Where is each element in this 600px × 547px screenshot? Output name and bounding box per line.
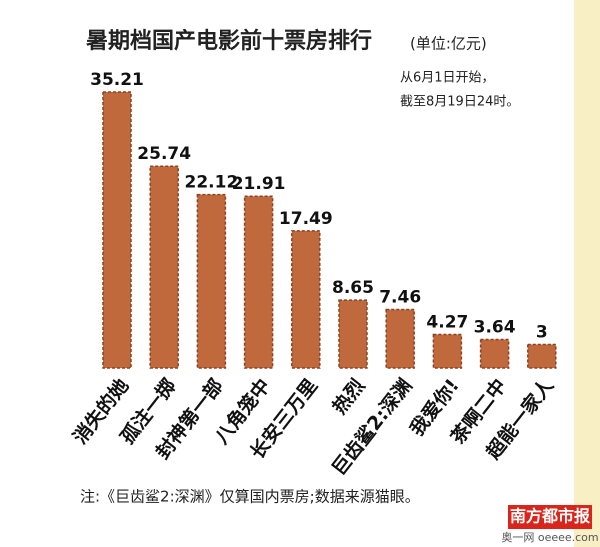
side-strip	[574, 0, 600, 547]
data-label: 22.12	[185, 173, 239, 193]
data-label: 21.91	[232, 174, 286, 194]
bar	[479, 338, 510, 369]
data-label: 25.74	[137, 144, 191, 164]
data-label: 35.21	[90, 70, 144, 90]
data-label: 17.49	[279, 209, 333, 229]
data-label: 4.27	[426, 313, 468, 333]
bar	[102, 91, 132, 369]
bar	[385, 308, 415, 369]
bar	[243, 195, 274, 369]
bar	[338, 299, 368, 369]
data-label: 3	[536, 322, 548, 342]
note: 从6月1日开始，	[400, 71, 495, 86]
watermark-site: 奥一网 oeeee.com	[501, 530, 598, 544]
watermark-brand: 南方都市报	[510, 507, 590, 526]
chart-subtitle: (单位:亿元)	[410, 35, 487, 53]
chart-title: 暑期档国产电影前十票房排行	[86, 28, 372, 54]
data-label: 7.46	[379, 288, 421, 308]
watermark-box	[508, 505, 592, 529]
data-label: 8.65	[332, 278, 374, 298]
bar	[291, 230, 321, 369]
bar	[432, 333, 463, 369]
bar	[149, 165, 179, 369]
x-tick-label: 热烈	[328, 374, 370, 418]
data-label: 3.64	[474, 317, 516, 337]
bar	[527, 343, 557, 369]
footnote: 注:《巨齿鲨2:深渊》仅算国内票房;数据来源猫眼。	[80, 488, 420, 506]
bar	[196, 193, 227, 369]
note: 截至8月19日24时。	[400, 95, 519, 110]
